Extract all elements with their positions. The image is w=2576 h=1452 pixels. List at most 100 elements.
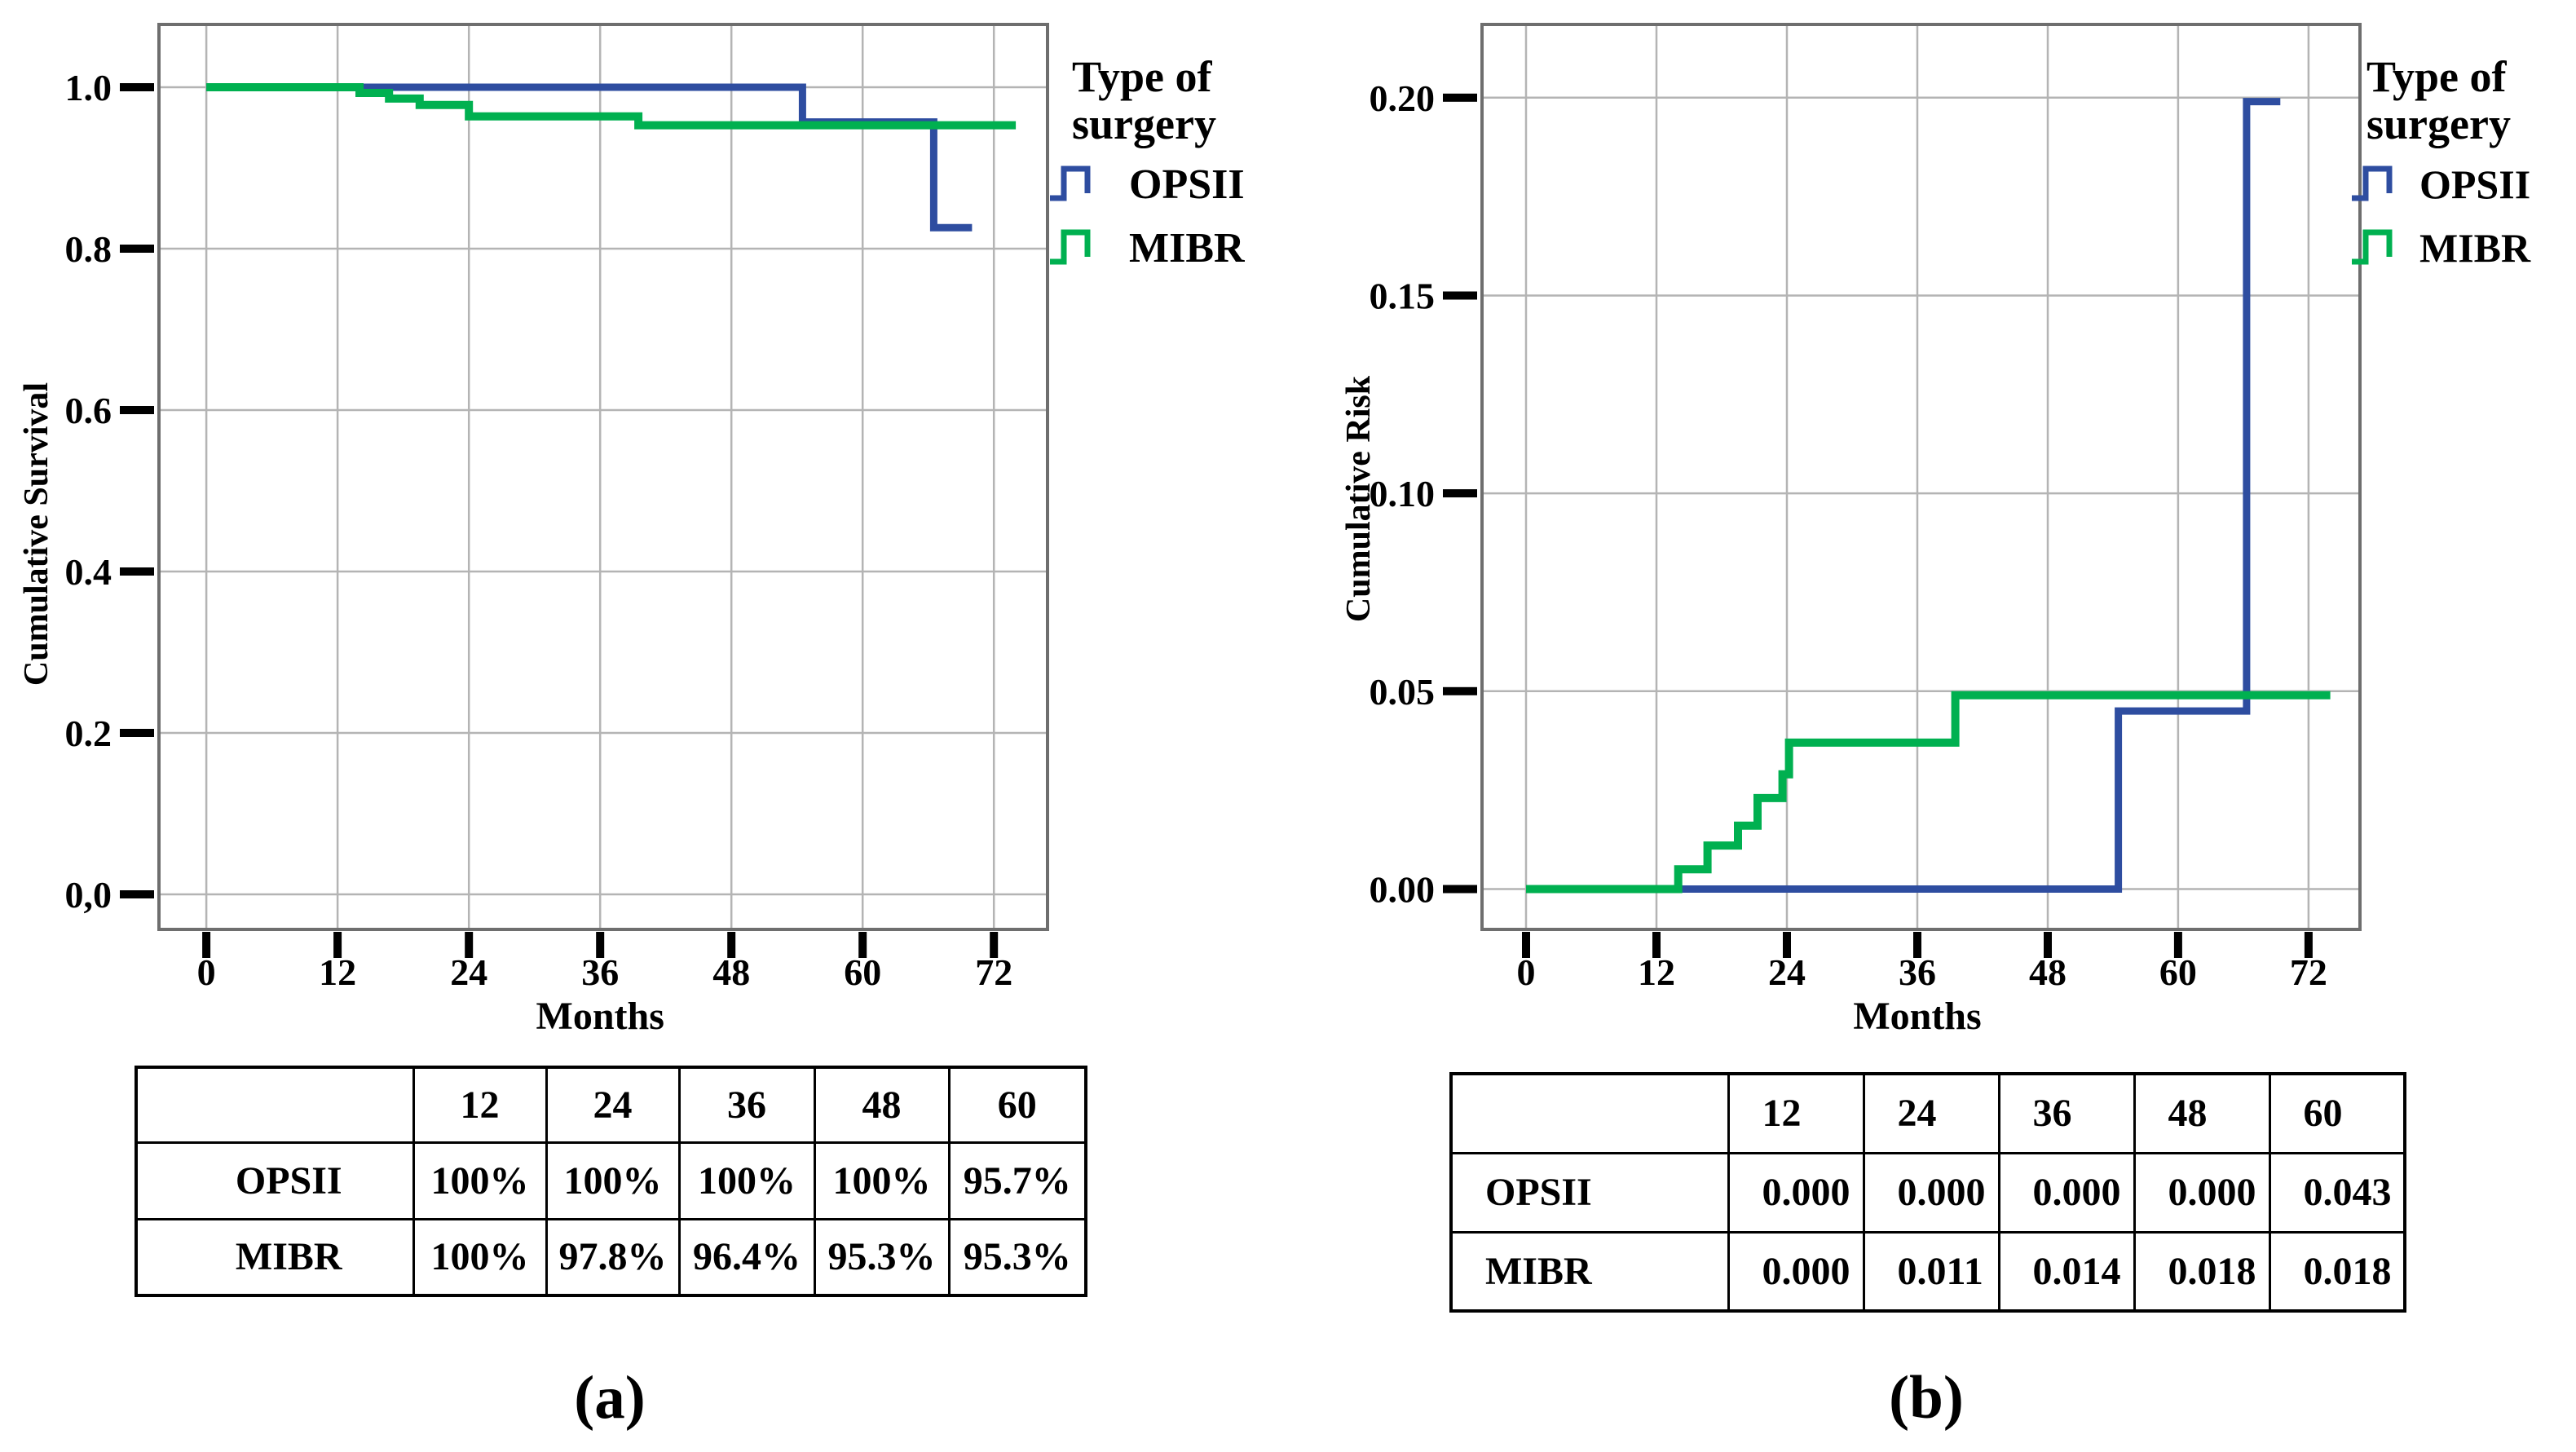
x-axis-title: Months	[1853, 995, 1981, 1038]
legend-label-mibr: MIBR	[2419, 225, 2531, 271]
legend-label-opsii: OPSII	[1129, 161, 1245, 208]
table-corner-cell	[135, 1066, 415, 1144]
y-tick-label: 0.2	[65, 713, 112, 754]
table-row: OPSII 0.000 0.000 0.000 0.000 0.043	[1449, 1151, 2406, 1234]
table-row-label: MIBR	[135, 1217, 415, 1297]
table-value-cell: 0.018	[2133, 1230, 2271, 1313]
legend-step-glyph-opsii	[1050, 166, 1091, 201]
table-month-header: 36	[677, 1066, 816, 1144]
legend-title: Type of	[1072, 52, 1213, 101]
y-tick-label: 0.6	[65, 390, 112, 431]
series-mibr	[206, 83, 1017, 130]
y-tick-label: 0,0	[65, 874, 112, 916]
x-tick-label: 48	[712, 951, 750, 993]
table-row-label: OPSII	[135, 1141, 415, 1220]
table-header-row: 12 24 36 48 60	[1449, 1072, 2406, 1154]
y-axis-tick	[1443, 885, 1477, 894]
caption-a: (a)	[574, 1364, 646, 1432]
table-value-cell: 0.011	[1862, 1230, 2000, 1313]
x-tick-label: 60	[2159, 951, 2197, 993]
table-value-cell: 100%	[412, 1141, 548, 1220]
y-axis-tick	[120, 83, 154, 91]
plot-frame	[157, 23, 1049, 931]
table-value-cell: 0.014	[1997, 1230, 2136, 1313]
table-value-cell: 0.000	[1997, 1151, 2136, 1234]
table-month-header: 12	[412, 1066, 548, 1144]
table-value-cell: 95.3%	[813, 1217, 951, 1297]
x-tick-label: 72	[2290, 951, 2327, 993]
table-value-cell: 0.000	[1727, 1151, 1865, 1234]
x-tick-label: 0	[197, 951, 216, 993]
y-axis-tick	[120, 729, 154, 737]
table-value-cell: 97.8%	[545, 1217, 681, 1297]
table-corner-cell	[1449, 1072, 1730, 1154]
series-opsii	[206, 83, 973, 232]
table-header-row: 12 24 36 48 60	[135, 1066, 1087, 1144]
table-value-cell: 96.4%	[677, 1217, 816, 1297]
table-row: MIBR 100% 97.8% 96.4% 95.3% 95.3%	[135, 1217, 1087, 1297]
y-tick-label: 0.05	[1370, 671, 1436, 713]
y-axis-tick	[1443, 686, 1477, 695]
survival-summary-table: 12 24 36 48 60 OPSII 100% 100% 100% 100% 95.7% MIBR…	[135, 1066, 1087, 1297]
y-axis-tick	[120, 890, 154, 898]
table-month-header: 24	[1862, 1072, 2000, 1154]
x-axis-tick	[2173, 932, 2182, 958]
x-axis-tick	[2304, 932, 2313, 958]
plot-frame	[1480, 23, 2362, 931]
x-tick-label: 48	[2029, 951, 2067, 993]
table-month-header: 60	[2268, 1072, 2406, 1154]
table-value-cell: 0.043	[2268, 1151, 2406, 1234]
x-axis-title: Months	[536, 995, 664, 1038]
legend-title: surgery	[2366, 99, 2511, 148]
x-axis-tick	[596, 932, 605, 958]
y-axis-tick	[1443, 93, 1477, 102]
series-mibr	[1526, 691, 2331, 894]
table-value-cell: 100%	[545, 1141, 681, 1220]
y-axis-tick	[120, 245, 154, 253]
table-value-cell: 95.7%	[947, 1141, 1087, 1220]
y-axis-tick	[1443, 291, 1477, 300]
table-value-cell: 100%	[813, 1141, 951, 1220]
table-row-label: OPSII	[1449, 1151, 1730, 1234]
table-value-cell: 100%	[677, 1141, 816, 1220]
table-value-cell: 0.000	[2133, 1151, 2271, 1234]
y-axis-title: Cumulative Survival	[18, 382, 55, 686]
x-axis-tick	[202, 932, 211, 958]
legend-step-glyph-opsii	[2352, 166, 2393, 201]
y-axis-title: Cumulative Risk	[1345, 375, 1378, 622]
x-tick-label: 12	[1638, 951, 1675, 993]
table-row: OPSII 100% 100% 100% 100% 95.7%	[135, 1141, 1087, 1220]
y-tick-label: 0.20	[1370, 77, 1436, 119]
table-month-header: 12	[1727, 1072, 1865, 1154]
table-value-cell: 0.000	[1862, 1151, 2000, 1234]
caption-b: (b)	[1889, 1364, 1964, 1432]
x-axis-tick	[1913, 932, 1921, 958]
series-opsii	[1526, 98, 2281, 893]
x-tick-label: 72	[975, 951, 1012, 993]
x-axis-tick	[1522, 932, 1530, 958]
table-value-cell: 100%	[412, 1217, 548, 1297]
table-month-header: 24	[545, 1066, 681, 1144]
table-month-header: 48	[2133, 1072, 2271, 1154]
x-tick-label: 36	[1899, 951, 1936, 993]
legend-title: Type of	[2366, 52, 2508, 101]
x-axis-tick	[1783, 932, 1791, 958]
legend-step-glyph-mibr	[1050, 229, 1091, 265]
x-tick-label: 0	[1517, 951, 1536, 993]
legend-label-mibr: MIBR	[1129, 225, 1246, 271]
x-tick-label: 24	[450, 951, 487, 993]
y-tick-label: 0.8	[65, 228, 112, 270]
x-axis-tick	[2044, 932, 2052, 958]
risk-summary-table: 12 24 36 48 60 OPSII 0.000 0.000 0.000 0.000 0.043…	[1449, 1072, 2406, 1313]
table-value-cell: 0.000	[1727, 1230, 1865, 1313]
x-axis-tick	[858, 932, 867, 958]
x-tick-label: 24	[1768, 951, 1806, 993]
x-axis-tick	[727, 932, 736, 958]
x-tick-label: 12	[319, 951, 356, 993]
table-month-header: 60	[947, 1066, 1087, 1144]
table-value-cell: 95.3%	[947, 1217, 1087, 1297]
y-axis-tick	[120, 567, 154, 576]
legend-step-glyph-mibr	[2352, 229, 2393, 265]
x-tick-label: 36	[581, 951, 619, 993]
